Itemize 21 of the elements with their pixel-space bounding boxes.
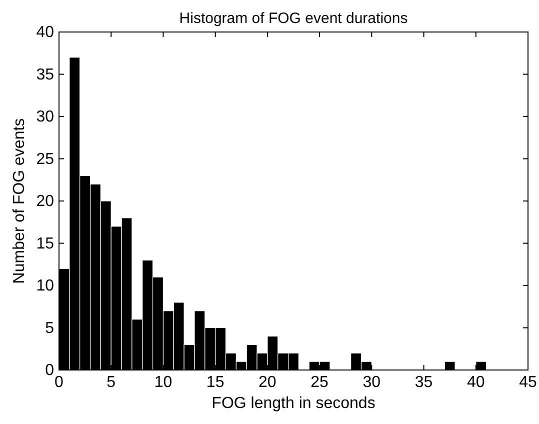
x-tick-label: 30 — [362, 374, 381, 391]
y-axis-title: Number of FOG events — [11, 118, 28, 284]
y-tick-label: 10 — [36, 278, 54, 294]
chart-title: Histogram of FOG event durations — [179, 10, 408, 27]
y-tick-label: 15 — [36, 235, 54, 252]
x-tick-label: 5 — [106, 374, 116, 391]
y-tick-label: 35 — [36, 66, 54, 84]
x-axis-title: FOG length in seconds — [212, 395, 376, 412]
y-tick-label: 40 — [36, 24, 54, 41]
x-tick-label: 40 — [466, 374, 485, 391]
y-tick-label: 20 — [36, 193, 54, 210]
x-tick-label: 20 — [258, 374, 276, 391]
x-tick-label: 25 — [310, 374, 329, 391]
x-tick-label: 10 — [154, 374, 172, 391]
x-tick-label: 35 — [414, 374, 433, 391]
y-tick-label: 25 — [36, 150, 54, 168]
x-tick-label: 15 — [206, 374, 224, 391]
y-tick-label: 30 — [36, 108, 54, 126]
y-tick-label: 0 — [45, 362, 54, 379]
y-tick-label: 5 — [45, 320, 54, 337]
x-tick-label: 45 — [519, 374, 537, 391]
